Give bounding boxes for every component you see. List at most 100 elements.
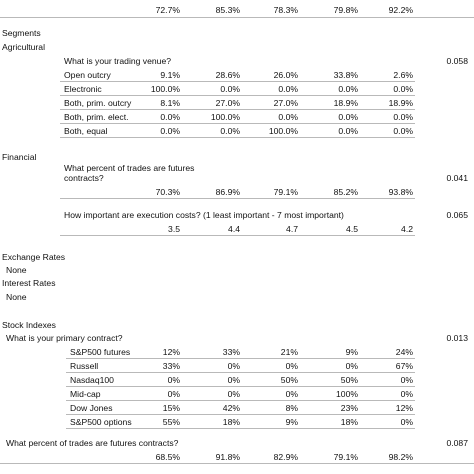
row-divider xyxy=(60,81,415,82)
row-label: Electronic xyxy=(64,84,102,94)
stock-indexes-value: 33% xyxy=(222,347,240,357)
stock-indexes-value: 33% xyxy=(162,361,180,371)
top-row-value: 72.7% xyxy=(155,5,180,15)
stock-indexes-value: 50% xyxy=(280,375,298,385)
financial-futures-value: 70.3% xyxy=(155,187,180,197)
section-heading: Agricultural xyxy=(2,42,45,52)
stock-indexes-value: 0% xyxy=(400,389,413,399)
stock-indexes-value: 23% xyxy=(340,403,358,413)
agricultural-value: 2.6% xyxy=(393,70,413,80)
agricultural-value: 0.0% xyxy=(393,126,413,136)
stock-indexes-value: 24% xyxy=(395,347,413,357)
row-divider xyxy=(60,95,415,96)
stock-futures-value: 98.2% xyxy=(388,452,413,462)
stock-indexes-value: 12% xyxy=(162,347,180,357)
stock-indexes-value: 100% xyxy=(336,389,358,399)
financial-futures-value: 79.1% xyxy=(273,187,298,197)
row-label: Both, equal xyxy=(64,126,108,136)
agricultural-value: 0.0% xyxy=(278,84,298,94)
stock-indexes-value: 0% xyxy=(400,417,413,427)
financial-execution-value: 3.5 xyxy=(168,224,180,234)
agricultural-value: 28.6% xyxy=(215,70,240,80)
agricultural-value: 100.0% xyxy=(210,112,240,122)
top-row-value: 79.8% xyxy=(333,5,358,15)
stock-indexes-value: 0% xyxy=(400,375,413,385)
section-heading: Interest Rates xyxy=(2,278,56,288)
row-label: Both, prim. elect. xyxy=(64,112,129,122)
row-divider xyxy=(66,358,415,359)
agricultural-value: 26.0% xyxy=(273,70,298,80)
stock-indexes-value: 8% xyxy=(285,403,298,413)
stock-indexes-value: 0% xyxy=(227,361,240,371)
row-label: Dow Jones xyxy=(70,403,113,413)
agricultural-value: 27.0% xyxy=(273,98,298,108)
agricultural-value: 0.0% xyxy=(278,112,298,122)
row-divider xyxy=(0,17,474,18)
stock-indexes-value: 9% xyxy=(285,417,298,427)
section-value: None xyxy=(6,292,27,302)
agricultural-value: 18.9% xyxy=(333,98,358,108)
stock-indexes-value: 0% xyxy=(285,361,298,371)
question-text: What percent of trades are futures xyxy=(64,163,195,173)
agricultural-value: 0.0% xyxy=(338,112,358,122)
financial-futures-value: 86.9% xyxy=(215,187,240,197)
agricultural-value: 0.0% xyxy=(160,112,180,122)
stock-indexes-value: 55% xyxy=(162,417,180,427)
p-value: 0.065 xyxy=(446,210,468,220)
stock-indexes-value: 15% xyxy=(162,403,180,413)
question-text: contracts? xyxy=(64,173,104,183)
agricultural-value: 0.0% xyxy=(160,126,180,136)
stock-indexes-value: 0% xyxy=(227,375,240,385)
stock-indexes-value: 18% xyxy=(340,417,358,427)
section-heading: Financial xyxy=(2,152,37,162)
agricultural-value: 33.8% xyxy=(333,70,358,80)
stock-indexes-value: 0% xyxy=(167,389,180,399)
section-heading: Segments xyxy=(2,28,41,38)
row-divider xyxy=(66,400,415,401)
row-divider xyxy=(60,198,415,199)
row-label: Russell xyxy=(70,361,99,371)
row-divider xyxy=(60,137,415,138)
stock-indexes-value: 50% xyxy=(340,375,358,385)
financial-futures-value: 85.2% xyxy=(333,187,358,197)
p-value: 0.058 xyxy=(446,56,468,66)
stock-indexes-value: 0% xyxy=(227,389,240,399)
p-value: 0.013 xyxy=(446,333,468,343)
question-text: What is your trading venue? xyxy=(64,56,172,66)
row-label: Mid-cap xyxy=(70,389,101,399)
stock-indexes-value: 18% xyxy=(222,417,240,427)
stock-indexes-value: 0% xyxy=(167,375,180,385)
row-label: S&P500 futures xyxy=(70,347,131,357)
row-divider xyxy=(66,414,415,415)
row-divider xyxy=(66,428,415,429)
stock-futures-value: 68.5% xyxy=(155,452,180,462)
agricultural-value: 100.0% xyxy=(150,84,180,94)
row-label: Open outcry xyxy=(64,70,111,80)
stock-indexes-value: 67% xyxy=(395,361,413,371)
agricultural-value: 27.0% xyxy=(215,98,240,108)
stock-futures-value: 82.9% xyxy=(273,452,298,462)
agricultural-value: 100.0% xyxy=(268,126,298,136)
financial-execution-value: 4.7 xyxy=(286,224,298,234)
financial-execution-value: 4.5 xyxy=(346,224,358,234)
agricultural-value: 18.9% xyxy=(388,98,413,108)
section-value: None xyxy=(6,265,27,275)
stock-indexes-value: 12% xyxy=(395,403,413,413)
section-heading: Stock Indexes xyxy=(2,320,56,330)
agricultural-value: 0.0% xyxy=(393,112,413,122)
row-label: Nasdaq100 xyxy=(70,375,114,385)
agricultural-value: 9.1% xyxy=(160,70,180,80)
row-divider xyxy=(60,235,415,236)
financial-execution-value: 4.2 xyxy=(401,224,413,234)
agricultural-value: 0.0% xyxy=(220,126,240,136)
financial-futures-value: 93.8% xyxy=(388,187,413,197)
row-label: S&P500 options xyxy=(70,417,132,427)
question-text: How important are execution costs? (1 le… xyxy=(64,210,344,220)
stock-indexes-value: 0% xyxy=(285,389,298,399)
agricultural-value: 0.0% xyxy=(393,84,413,94)
question-text: What percent of trades are futures contr… xyxy=(6,438,179,448)
row-label: Both, prim. outcry xyxy=(64,98,132,108)
stock-futures-value: 79.1% xyxy=(333,452,358,462)
row-divider xyxy=(60,123,415,124)
row-divider xyxy=(66,386,415,387)
